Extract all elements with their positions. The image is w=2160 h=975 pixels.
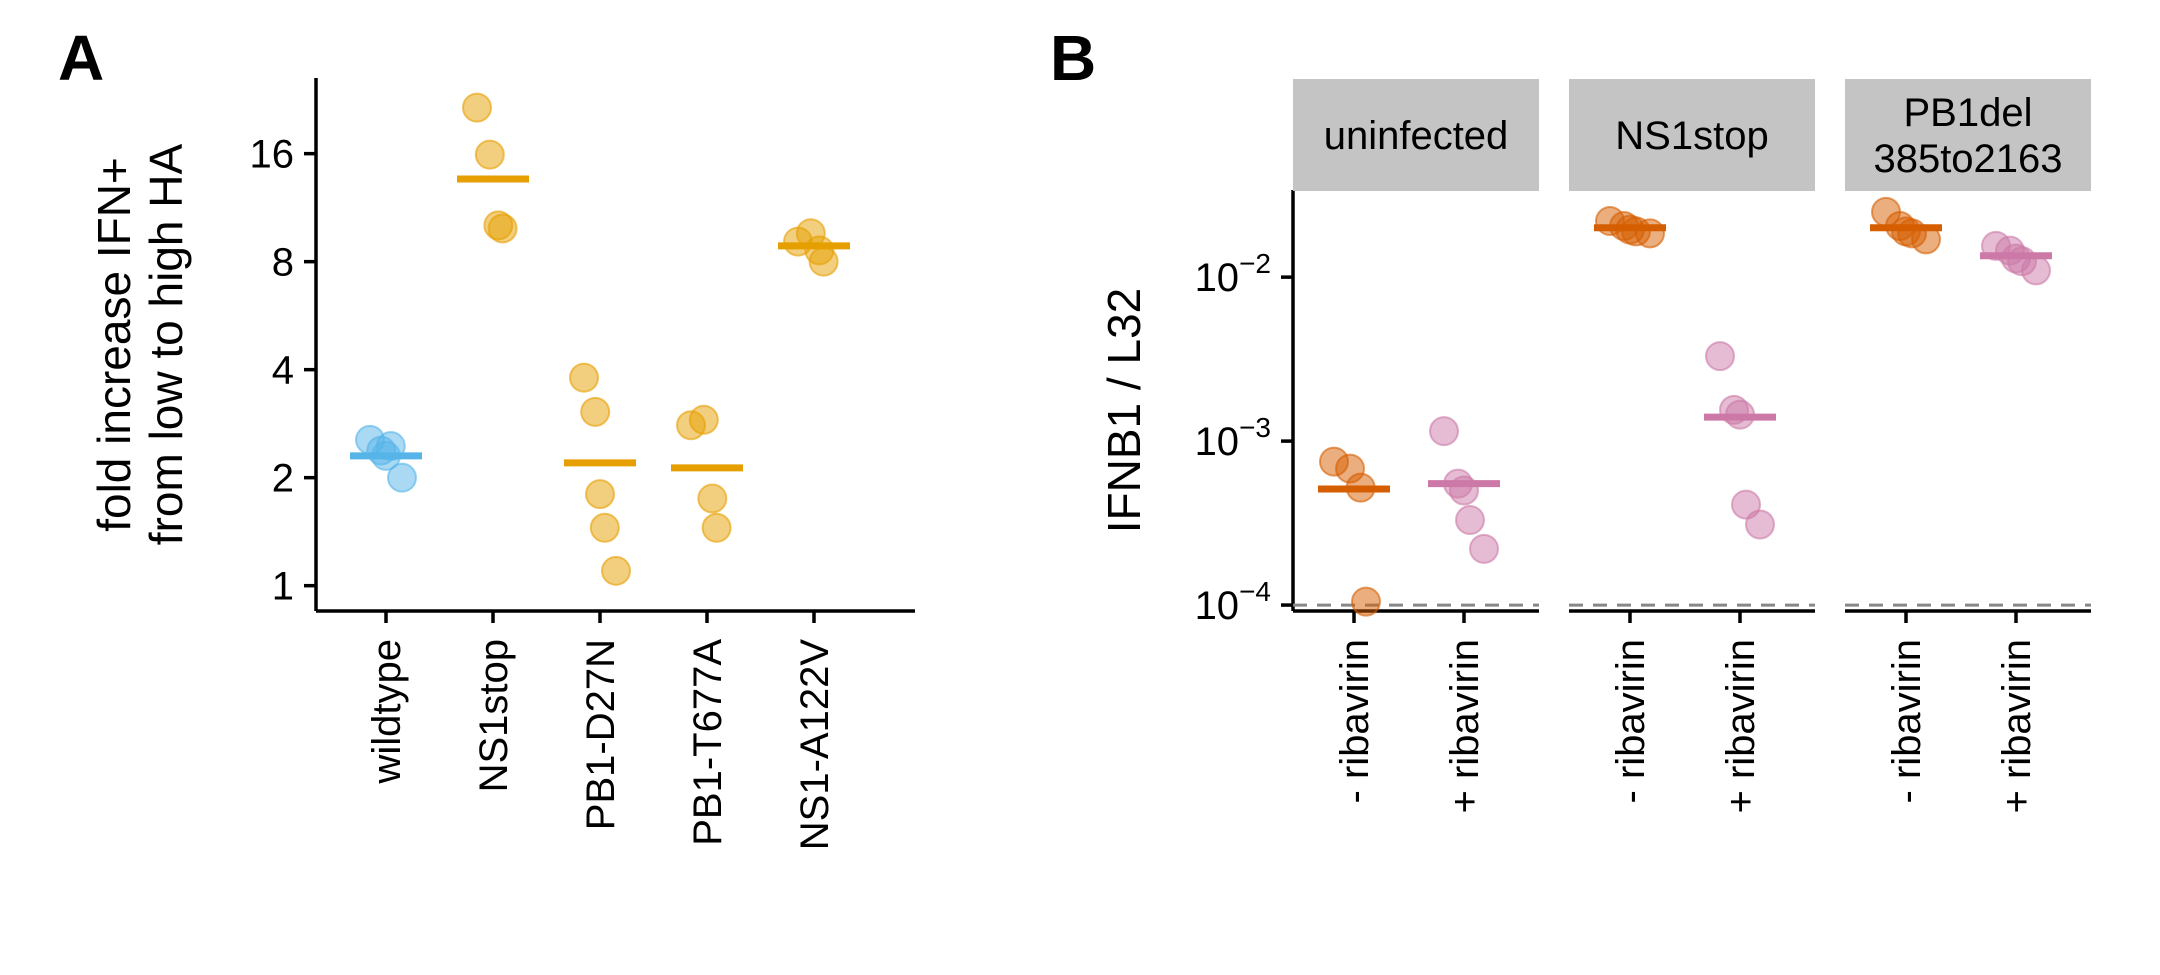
x-tick-label: + ribavirin <box>1995 639 2039 814</box>
data-point <box>474 139 505 170</box>
y-tick-base: 10 <box>1195 584 1240 628</box>
panel-a-chart: 1 2 4 8 16 fold increase IFN+from low to high… <box>88 78 915 850</box>
panel-a-letter: A <box>58 22 104 94</box>
facet-strip-label: PB1del <box>1904 91 2033 135</box>
y-tick-label: 10−2 <box>1195 248 1271 300</box>
y-axis-label-line: fold increase IFN+ <box>88 157 140 532</box>
y-tick-exponent: −3 <box>1239 412 1271 443</box>
y-tick-label: 1 <box>272 565 294 609</box>
x-tick-label: + ribavirin <box>1443 639 1487 814</box>
facet-strip <box>1569 79 1815 191</box>
y-tick-label: 16 <box>250 133 295 177</box>
facet-strip-label: uninfected <box>1324 114 1509 158</box>
y-tick-exponent: −2 <box>1239 248 1271 279</box>
data-point <box>697 483 728 514</box>
data-point <box>808 246 839 277</box>
y-tick-exponent: −4 <box>1239 576 1271 607</box>
x-tick-label: wildtype <box>365 639 409 785</box>
x-tick-label: PB1-T677A <box>686 639 730 846</box>
data-point <box>1351 586 1381 617</box>
y-tick-label: 8 <box>272 241 294 285</box>
data-point <box>1455 505 1485 536</box>
facet-strip-label: NS1stop <box>1615 114 1768 158</box>
x-tick-label: - ribavirin <box>1333 639 1377 803</box>
x-tick-label: PB1-D27N <box>579 639 623 830</box>
x-tick-label: - ribavirin <box>1609 639 1653 803</box>
y-tick-base: 10 <box>1195 420 1240 464</box>
x-tick-label: - ribavirin <box>1885 639 1929 803</box>
data-point <box>701 512 732 543</box>
data-point <box>1469 533 1499 564</box>
data-point <box>601 555 631 586</box>
x-tick-label: + ribavirin <box>1719 639 1763 814</box>
data-point <box>1635 218 1665 249</box>
y-tick-label: 10−4 <box>1195 576 1271 628</box>
x-tick-label: NS1-A122V <box>793 639 837 851</box>
y-tick-base: 10 <box>1195 256 1240 300</box>
data-point <box>585 479 615 510</box>
y-tick-label: 2 <box>272 457 294 501</box>
data-point <box>688 404 719 435</box>
data-point <box>1745 509 1775 540</box>
data-point <box>1429 416 1459 447</box>
data-point <box>387 462 417 493</box>
facet-strip-label: 385to2163 <box>1873 137 2062 181</box>
y-axis-label: fold increase IFN+from low to high HA <box>88 144 192 546</box>
data-point <box>1705 341 1735 372</box>
y-tick-label: 4 <box>272 349 294 393</box>
x-tick-label: NS1stop <box>472 639 516 792</box>
facet-strip <box>1293 79 1539 191</box>
facet-strip <box>1845 79 2091 191</box>
y-axis-label-line: from low to high HA <box>140 144 192 546</box>
data-point <box>462 92 492 123</box>
data-point <box>2021 255 2051 286</box>
data-point <box>589 512 620 543</box>
data-point <box>580 396 611 427</box>
y-axis-label: IFNB1 / L32 <box>1098 288 1150 533</box>
data-point <box>487 213 518 244</box>
panel-b-letter: B <box>1050 22 1096 94</box>
data-point <box>569 362 599 393</box>
y-tick-label: 10−3 <box>1195 412 1271 464</box>
